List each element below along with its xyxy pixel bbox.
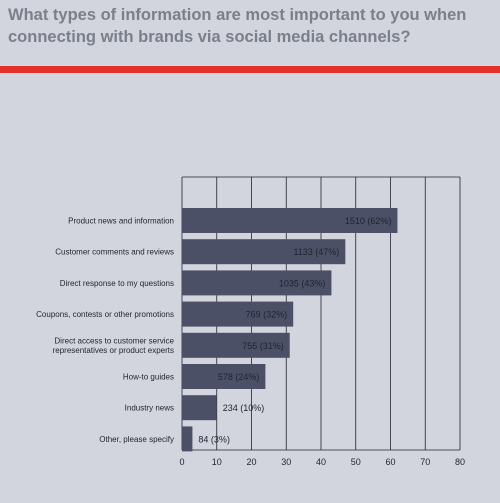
- category-label: Industry news: [125, 404, 174, 413]
- category-label: Customer comments and reviews: [55, 248, 174, 257]
- accent-rule: [0, 66, 500, 73]
- data-label: 578 (24%): [218, 372, 260, 382]
- x-tick-label: 70: [420, 457, 430, 467]
- category-label: Coupons, contests or other promotions: [36, 310, 174, 319]
- category-label: How-to guides: [123, 373, 174, 382]
- data-label: 1133 (47%): [293, 247, 339, 257]
- data-label: 769 (32%): [246, 310, 288, 320]
- data-label: 1510 (62%): [345, 216, 392, 226]
- x-tick-label: 80: [455, 457, 465, 467]
- bar: [182, 426, 193, 452]
- category-label: Direct access to customer service represe…: [53, 337, 175, 356]
- bar: [182, 208, 398, 233]
- x-tick-label: 50: [351, 457, 361, 467]
- x-tick-label: 20: [246, 457, 256, 467]
- chart-title: What types of information are most impor…: [8, 6, 467, 46]
- category-label: Product news and information: [68, 217, 174, 226]
- data-labels: 1510 (62%) 1133 (47%) 1035 (43%) 769 (32%) 7…: [198, 216, 391, 444]
- bar: [182, 301, 294, 327]
- bar: [182, 270, 332, 296]
- x-tick-label: 60: [385, 457, 395, 467]
- x-tick-label: 40: [316, 457, 326, 467]
- data-label: 234 (10%): [223, 403, 265, 413]
- bar: [182, 332, 290, 358]
- bar: [182, 239, 346, 265]
- data-label: 84 (3%): [198, 434, 230, 444]
- bars: [182, 208, 398, 452]
- data-label: 1035 (43%): [279, 278, 326, 288]
- bar: [182, 364, 266, 389]
- data-label: 755 (31%): [242, 341, 284, 351]
- category-labels: Product news and information Customer com…: [36, 217, 174, 444]
- category-label: Other, please specify: [99, 435, 174, 444]
- bar: [182, 395, 217, 421]
- x-tick-label: 0: [179, 457, 184, 467]
- x-tick-label: 10: [212, 457, 222, 467]
- category-label: Direct response to my questions: [60, 279, 174, 288]
- x-axis-ticks: 0 10 20 30 40 50 60 70 80: [179, 457, 465, 467]
- x-tick-label: 30: [281, 457, 291, 467]
